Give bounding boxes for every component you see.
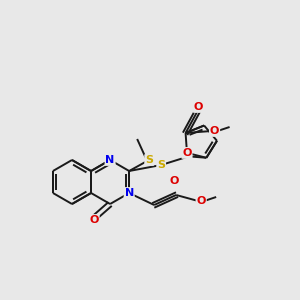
Text: O: O bbox=[169, 176, 179, 186]
Text: N: N bbox=[124, 188, 134, 198]
Text: S: S bbox=[145, 155, 153, 165]
Text: O: O bbox=[89, 215, 99, 225]
Text: N: N bbox=[106, 155, 115, 165]
Text: O: O bbox=[182, 148, 192, 158]
Text: S: S bbox=[157, 160, 165, 170]
Text: O: O bbox=[196, 196, 206, 206]
Text: O: O bbox=[210, 126, 219, 136]
Text: O: O bbox=[194, 102, 203, 112]
